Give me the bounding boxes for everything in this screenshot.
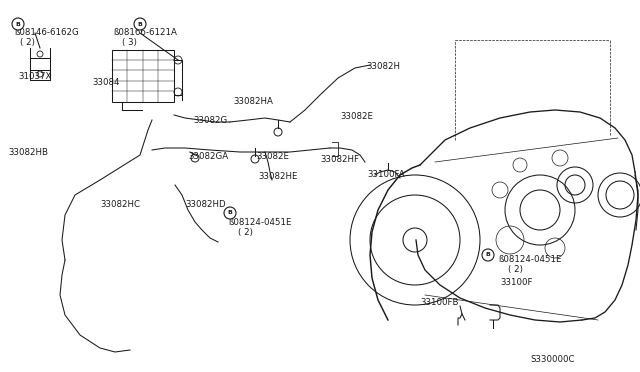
Text: ( 2): ( 2) — [508, 265, 523, 274]
Text: B: B — [486, 253, 490, 257]
Text: ß08146-6162G: ß08146-6162G — [14, 28, 79, 37]
Text: 33100FA: 33100FA — [367, 170, 404, 179]
Text: 33082HD: 33082HD — [185, 200, 226, 209]
Text: ß08124-0451E: ß08124-0451E — [228, 218, 291, 227]
Text: 31037X: 31037X — [18, 72, 51, 81]
Text: S330000C: S330000C — [530, 355, 575, 364]
Text: B: B — [228, 211, 232, 215]
Circle shape — [12, 18, 24, 30]
Text: ß08124-0451E: ß08124-0451E — [498, 255, 561, 264]
Text: 33084: 33084 — [92, 78, 120, 87]
Bar — [112, 50, 174, 102]
Text: 33082HA: 33082HA — [233, 97, 273, 106]
Circle shape — [224, 207, 236, 219]
Text: B: B — [138, 22, 143, 26]
Text: B: B — [15, 22, 20, 26]
Text: 33082HE: 33082HE — [258, 172, 298, 181]
Circle shape — [134, 18, 146, 30]
Text: 33082HB: 33082HB — [8, 148, 48, 157]
Circle shape — [482, 249, 494, 261]
Text: 33082H: 33082H — [366, 62, 400, 71]
Text: 33082GA: 33082GA — [188, 152, 228, 161]
Text: ( 3): ( 3) — [122, 38, 137, 47]
Text: 33082HC: 33082HC — [100, 200, 140, 209]
Text: 33100F: 33100F — [500, 278, 532, 287]
Text: 33082G: 33082G — [193, 116, 227, 125]
Text: 33100FB: 33100FB — [420, 298, 458, 307]
Text: 33082E: 33082E — [340, 112, 373, 121]
Text: 33082HF: 33082HF — [320, 155, 359, 164]
Text: 33082E: 33082E — [256, 152, 289, 161]
Text: ß08166-6121A: ß08166-6121A — [113, 28, 177, 37]
Text: ( 2): ( 2) — [20, 38, 35, 47]
Text: ( 2): ( 2) — [238, 228, 253, 237]
